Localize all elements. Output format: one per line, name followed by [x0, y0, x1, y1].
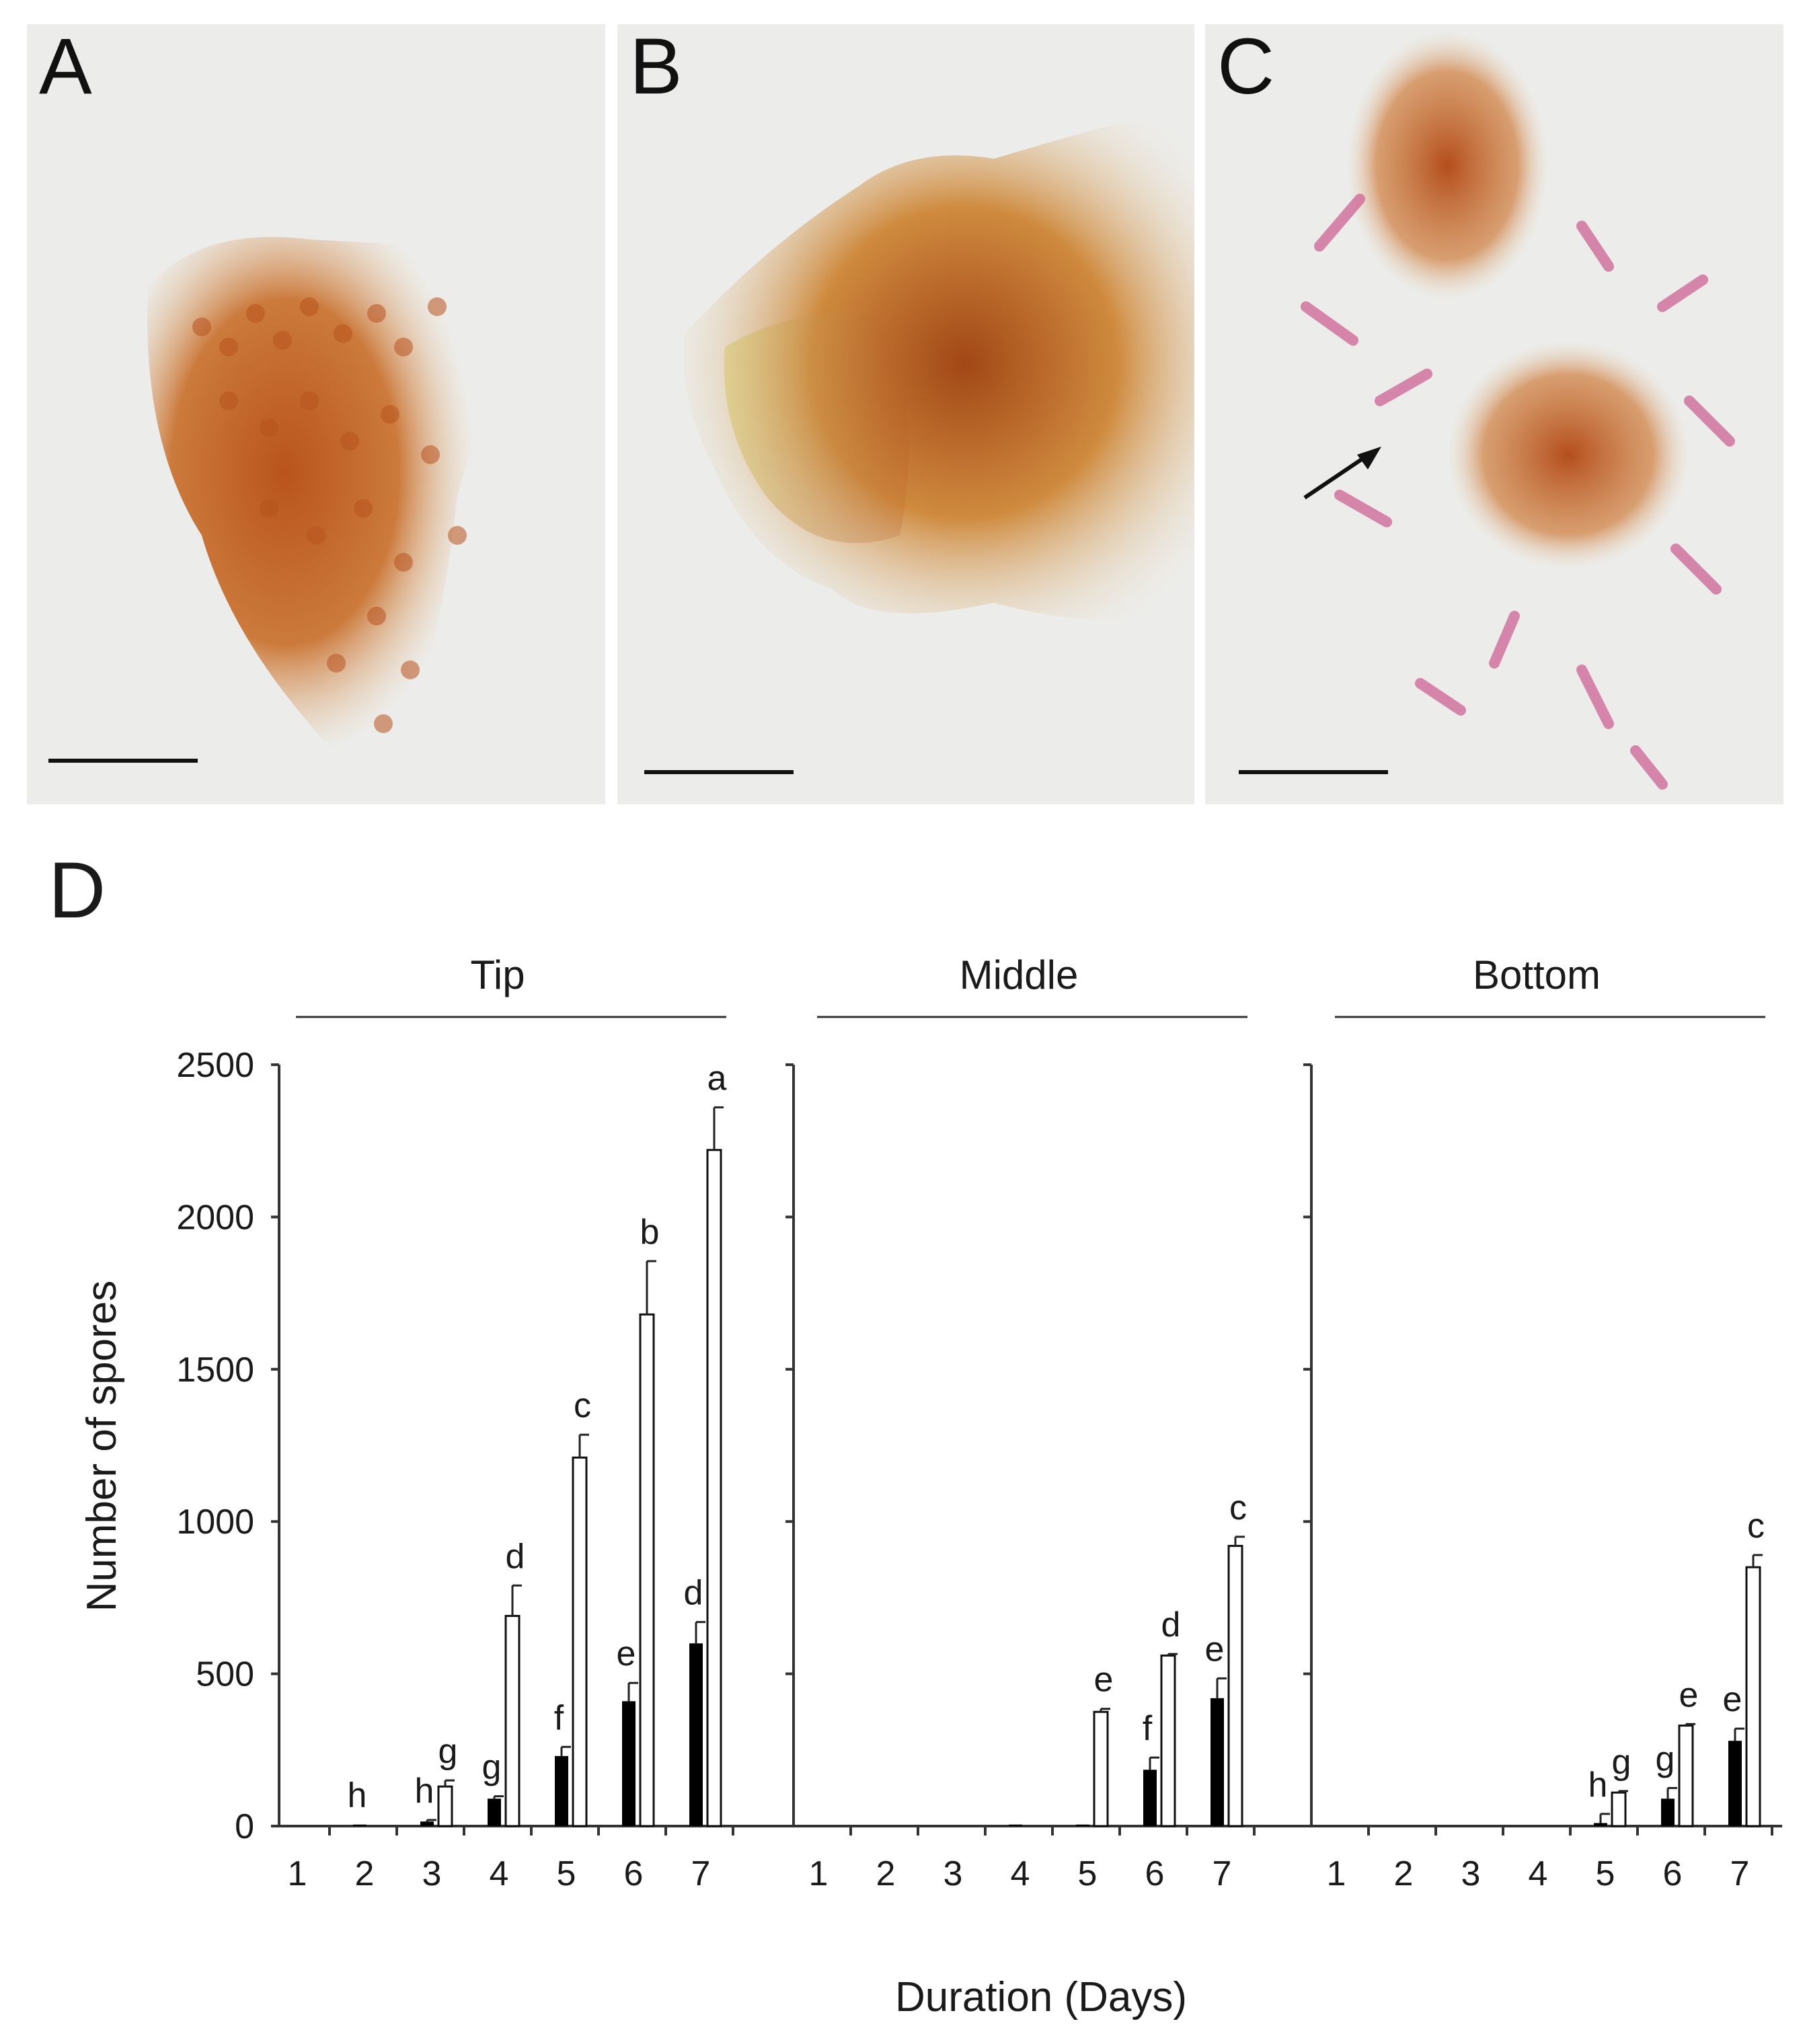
micrograph-panel-c: C — [1205, 24, 1783, 804]
x-tick-label: 4 — [490, 1854, 509, 1893]
x-tick-label: 4 — [1011, 1854, 1030, 1893]
significance-letter: d — [506, 1537, 525, 1576]
micrograph-panel-a: A — [27, 24, 605, 804]
bar-open-middle — [1093, 1710, 1109, 1827]
bar-open-bottom — [1678, 1725, 1694, 1827]
significance-letter: d — [684, 1574, 703, 1613]
panel-letter-b: B — [629, 24, 683, 111]
x-tick-label: 1 — [1327, 1854, 1346, 1893]
x-tick-label: 3 — [422, 1854, 442, 1893]
significance-letter: h — [1588, 1766, 1608, 1805]
significance-letter: g — [1656, 1739, 1675, 1778]
x-tick-label: 6 — [1663, 1854, 1683, 1893]
y-axis-label: Number of spores — [79, 1281, 125, 1612]
group-title-bottom: Bottom — [1473, 952, 1601, 997]
y-tick-label: 0 — [235, 1807, 254, 1846]
bar-filled-bottom — [1594, 1823, 1607, 1826]
arrow-line — [1303, 451, 1372, 500]
bar-filled-bottom — [1728, 1741, 1742, 1826]
x-tick-label: 1 — [288, 1854, 307, 1893]
x-tick-label: 7 — [1730, 1854, 1750, 1893]
significance-letter: e — [1094, 1661, 1114, 1700]
micrograph-c-image — [1205, 24, 1783, 804]
significance-letter: e — [1679, 1675, 1699, 1714]
bar-filled-middle — [1143, 1770, 1157, 1826]
x-tick-label: 2 — [1394, 1854, 1414, 1893]
group-title-tip: Tip — [470, 952, 525, 997]
bar-open-tip — [437, 1785, 453, 1827]
significance-letter: e — [617, 1634, 636, 1673]
x-tick-label: 4 — [1529, 1854, 1548, 1893]
significance-letter: b — [640, 1213, 660, 1252]
x-tick-label: 3 — [1461, 1854, 1481, 1893]
bar-filled-tip — [689, 1643, 703, 1826]
bar-open-tip — [706, 1149, 722, 1827]
significance-letter: h — [415, 1772, 434, 1811]
x-tick-label: 3 — [944, 1854, 963, 1893]
micrograph-a-image — [27, 24, 605, 804]
bar-open-bottom — [1745, 1566, 1761, 1827]
significance-letter: c — [1747, 1507, 1765, 1546]
significance-letter: a — [707, 1059, 727, 1098]
bar-open-bottom — [1611, 1791, 1627, 1827]
bar-filled-tip — [420, 1821, 434, 1826]
bar-filled-tip — [622, 1701, 636, 1826]
bar-open-tip — [504, 1615, 521, 1827]
x-tick-label: 5 — [557, 1854, 576, 1893]
x-tick-label: 2 — [355, 1854, 375, 1893]
y-tick-label: 1000 — [176, 1503, 254, 1542]
significance-letter: c — [574, 1386, 591, 1425]
x-axis-label: Duration (Days) — [895, 1974, 1187, 2020]
bar-filled-bottom — [1661, 1799, 1675, 1826]
bar-filled-middle — [1210, 1698, 1224, 1826]
x-tick-label: 5 — [1078, 1854, 1098, 1893]
significance-letter: g — [482, 1748, 502, 1787]
bar-open-middle — [1160, 1654, 1176, 1827]
spore-bar-chart: D Number of spores Duration (Days) Tip 0 500… — [48, 846, 1782, 2020]
x-tick-label: 7 — [1213, 1854, 1232, 1893]
significance-letter: e — [1723, 1680, 1742, 1719]
x-tick-label: 6 — [624, 1854, 644, 1893]
micrograph-panel-b: B — [617, 24, 1194, 804]
y-tick-label: 2000 — [176, 1198, 254, 1237]
significance-letter: c — [1229, 1488, 1247, 1527]
x-tick-label: 1 — [809, 1854, 829, 1893]
x-tick-label: 7 — [691, 1854, 711, 1893]
x-tick-label: 6 — [1145, 1854, 1165, 1893]
significance-letter: f — [554, 1698, 564, 1737]
significance-letter: e — [1205, 1630, 1225, 1669]
panel-letter-c: C — [1217, 24, 1275, 111]
bar-open-tip — [639, 1313, 655, 1827]
group-title-middle: Middle — [960, 952, 1079, 997]
bar-open-tip — [572, 1456, 588, 1827]
y-tick-label: 2500 — [176, 1046, 254, 1085]
significance-letter: f — [1143, 1709, 1153, 1748]
significance-letter: d — [1161, 1605, 1181, 1644]
bar-open-middle — [1227, 1544, 1243, 1827]
significance-letter: g — [438, 1732, 458, 1771]
significance-letter: h — [348, 1776, 367, 1815]
y-tick-label: 1500 — [176, 1351, 254, 1390]
bar-filled-middle — [1009, 1824, 1022, 1826]
bar-filled-tip — [488, 1799, 501, 1826]
x-tick-label: 2 — [876, 1854, 896, 1893]
y-tick-label: 500 — [196, 1655, 254, 1694]
arrow-head — [1357, 447, 1381, 469]
bar-filled-tip — [353, 1824, 367, 1826]
panel-letter-d: D — [48, 846, 106, 935]
x-tick-label: 5 — [1596, 1854, 1615, 1893]
panel-letter-a: A — [39, 24, 92, 111]
bar-filled-tip — [555, 1755, 568, 1826]
bar-filled-middle — [1076, 1824, 1089, 1826]
micrograph-b-image — [617, 24, 1194, 804]
significance-letter: g — [1612, 1743, 1631, 1782]
